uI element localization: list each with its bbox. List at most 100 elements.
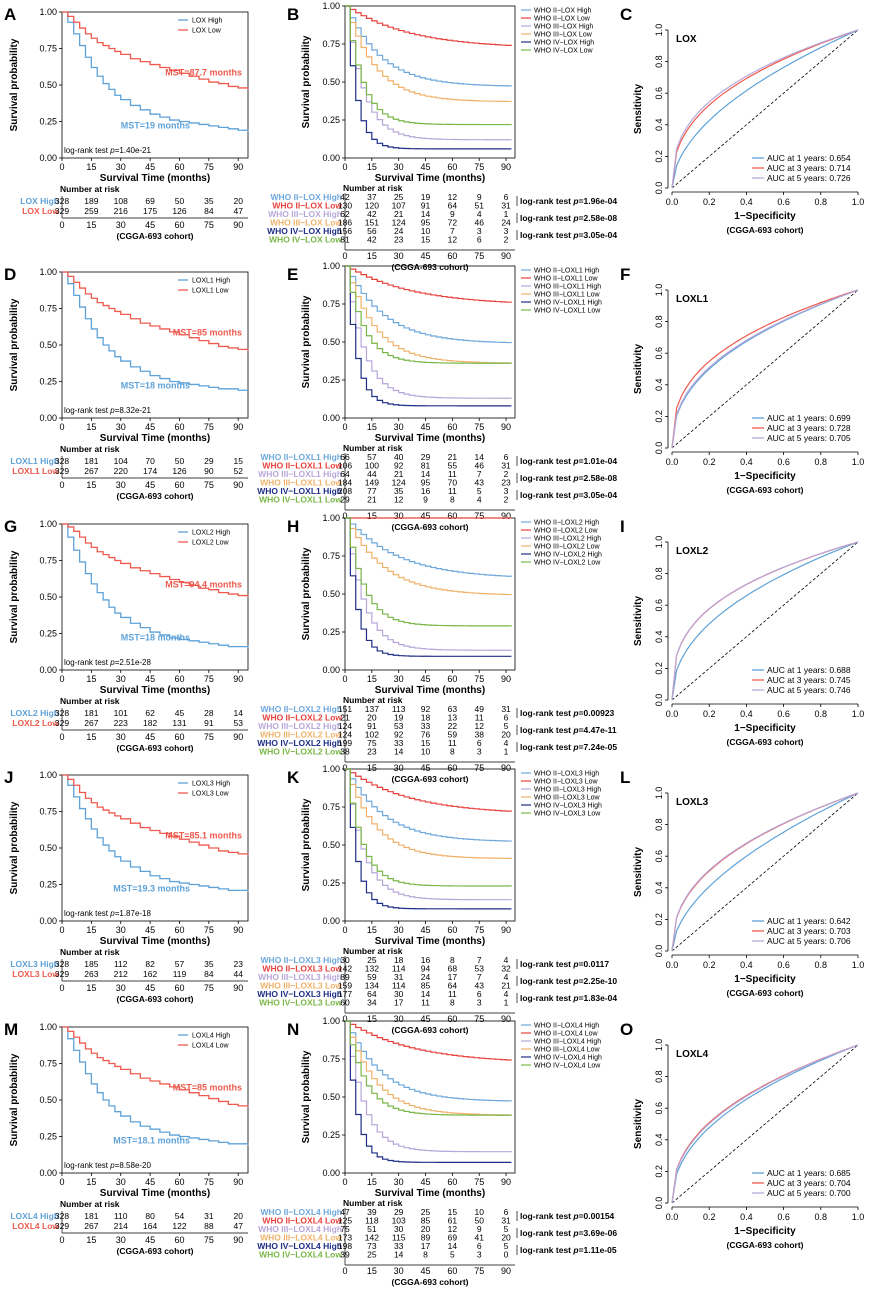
risk-value: 25 — [421, 1207, 431, 1217]
risk-value: 7 — [477, 469, 482, 479]
who-curve-5 — [345, 517, 512, 657]
risk-value: 62 — [145, 708, 155, 718]
risk-x-tick: 30 — [394, 251, 404, 261]
y-tick-label: 0.00 — [322, 1168, 340, 1178]
y-tick-label: 0.8 — [654, 1070, 664, 1083]
legend-label: WHO IV−LOXL3 High — [534, 803, 602, 810]
risk-x-tick: 45 — [145, 1235, 155, 1245]
risk-value: 12 — [394, 495, 404, 505]
x-tick-label: 1.0 — [852, 960, 865, 970]
auc-legend-label: AUC at 1 years: 0.654 — [767, 153, 851, 163]
risk-value: 10 — [421, 747, 431, 757]
who-curve-1 — [345, 517, 513, 577]
y-tick-label: 0.6 — [654, 347, 664, 360]
panel-letter: G — [4, 517, 17, 536]
risk-value: 259 — [84, 206, 98, 216]
risk-value: 72 — [448, 218, 458, 228]
x-tick-label: 15 — [86, 1177, 96, 1187]
cohort-label: (CGGA-693 cohort) — [727, 485, 804, 495]
x-tick-label: 90 — [501, 422, 511, 432]
y-tick-label: 0.4 — [654, 631, 664, 644]
roc-curve-3 — [671, 29, 859, 189]
risk-value: 55 — [448, 461, 458, 471]
y-axis-label: Sensitivity — [633, 847, 644, 897]
auc-legend-label: AUC at 1 years: 0.699 — [767, 413, 851, 423]
x-tick-label: 45 — [421, 674, 431, 684]
y-tick-label: 0.25 — [39, 1132, 57, 1142]
x-tick-label: 45 — [421, 162, 431, 172]
mst-low: MST=85.1 months — [165, 830, 242, 840]
roc-curve-1 — [671, 29, 859, 189]
risk-value: 100 — [365, 461, 379, 471]
risk-value: 4 — [504, 989, 509, 999]
risk-value: 17 — [448, 972, 458, 982]
risk-value: 181 — [84, 708, 98, 718]
mst-low: MST=85 months — [173, 1082, 242, 1092]
logrank-text: log-rank test p=2.25e-10 — [520, 976, 617, 986]
risk-value: 132 — [365, 964, 379, 974]
risk-value: 7 — [477, 955, 482, 965]
x-tick-label: 0.6 — [777, 457, 790, 467]
who-curve-1 — [345, 768, 513, 842]
risk-value: 95 — [421, 218, 431, 228]
risk-value: 7 — [477, 972, 482, 982]
x-tick-label: 45 — [145, 925, 155, 935]
risk-value: 95 — [421, 478, 431, 488]
risk-value: 263 — [84, 969, 98, 979]
roc-gene-title: LOXL4 — [676, 1049, 709, 1060]
x-tick-label: 90 — [501, 162, 511, 172]
risk-value: 23 — [501, 478, 511, 488]
x-tick-label: 0 — [59, 162, 64, 172]
risk-x-tick: 60 — [174, 1235, 184, 1245]
x-tick-label: 45 — [145, 674, 155, 684]
x-axis-label: 1−Specificity — [734, 1226, 796, 1237]
risk-value: 20 — [233, 196, 243, 206]
risk-x-tick: 90 — [501, 251, 511, 261]
roc-panel-c: C 0.00.0 0.2 0.2 0.4 0.4 0.6 0.6 0.8 0.8 1.0 1.0 Sen… — [620, 5, 864, 235]
risk-value: 5 — [450, 1250, 455, 1260]
x-tick-label: 0 — [342, 1177, 347, 1187]
risk-value: 82 — [145, 959, 155, 969]
cohort-label: (CGGA-693 cohort) — [727, 737, 804, 747]
risk-value: 124 — [392, 218, 406, 228]
risk-value: 6 — [477, 235, 482, 245]
risk-value: 70 — [145, 456, 155, 466]
y-tick-label: 0.25 — [322, 627, 340, 637]
x-tick-label: 0.2 — [703, 197, 716, 207]
risk-value: 53 — [233, 718, 243, 728]
risk-value: 4 — [477, 495, 482, 505]
risk-value: 84 — [204, 206, 214, 216]
cohort-label: (CGGA-693 cohort) — [392, 1277, 469, 1287]
x-tick-label: 90 — [501, 1177, 511, 1187]
risk-x-tick: 90 — [233, 732, 243, 742]
risk-x-tick: 75 — [204, 732, 214, 742]
mst-low: MST=87.7 months — [165, 67, 242, 77]
risk-value: 329 — [55, 206, 69, 216]
risk-label: LOX High — [20, 196, 59, 206]
y-tick-label: 0.25 — [39, 629, 57, 639]
risk-label: LOXL3 High — [10, 959, 59, 969]
risk-x-tick: 75 — [204, 480, 214, 490]
y-tick-label: 0.6 — [654, 599, 664, 612]
risk-x-tick: 60 — [174, 732, 184, 742]
panel-letter: I — [620, 517, 625, 536]
y-tick-label: 1.00 — [322, 764, 340, 774]
risk-x-tick: 15 — [86, 983, 96, 993]
mst-high: MST=18.1 months — [113, 1135, 190, 1145]
logrank-text: log-rank test p=1.40e-21 — [64, 146, 152, 155]
risk-value: 3 — [477, 747, 482, 757]
panel-letter: L — [620, 768, 630, 787]
y-axis-label: Survival probability — [9, 38, 20, 131]
risk-value: 24 — [421, 972, 431, 982]
x-tick-label: 1.0 — [852, 457, 865, 467]
who-curve-2 — [345, 1020, 513, 1061]
risk-value: 212 — [114, 969, 128, 979]
y-tick-label: 0.75 — [39, 807, 57, 817]
x-tick-label: 0.0 — [666, 960, 679, 970]
x-tick-label: 45 — [421, 925, 431, 935]
legend-label: WHO III−LOXL4 High — [534, 1039, 601, 1046]
y-tick-label: 0.00 — [322, 665, 340, 675]
risk-value: 14 — [394, 1250, 404, 1260]
